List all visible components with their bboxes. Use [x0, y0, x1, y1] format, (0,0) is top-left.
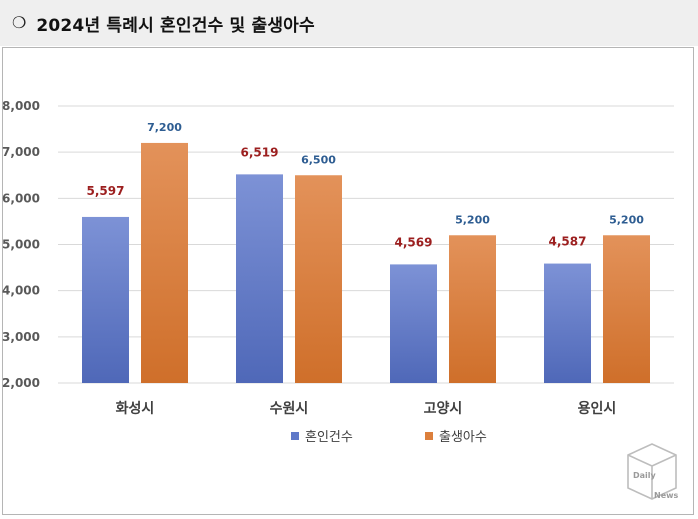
y-tick-label: 7,000 — [2, 145, 40, 159]
bar-birth — [603, 235, 650, 383]
x-category-label: 화성시 — [116, 401, 155, 417]
y-tick-label: 5,000 — [2, 238, 40, 252]
page-title: 2024년 특례시 혼인건수 및 출생아수 — [36, 15, 315, 36]
watermark-text-1: Daily — [633, 471, 657, 480]
watermark-text-2: News — [654, 491, 679, 500]
legend-swatch-marriage — [291, 432, 299, 440]
legend-swatch-birth — [425, 432, 433, 440]
bullet-icon: ❍ — [12, 13, 27, 32]
x-category-label: 수원시 — [270, 401, 309, 417]
data-labels: 5,597 7,200 6,519 6,500 4,569 5,200 4,587 5,200 — [87, 121, 645, 249]
data-label-birth: 7,200 — [147, 121, 182, 134]
data-label-birth: 5,200 — [455, 213, 490, 226]
y-axis-ticks: 2,000 3,000 4,000 5,000 6,000 7,000 8,000 — [2, 99, 40, 390]
bar-marriage — [236, 174, 283, 383]
legend-label-marriage: 혼인건수 — [305, 430, 353, 445]
bars — [82, 142, 650, 383]
x-axis-categories: 화성시 수원시 고양시 용인시 — [116, 400, 617, 417]
watermark-logo: Daily News — [627, 443, 679, 500]
data-label-marriage: 6,519 — [241, 145, 279, 159]
y-tick-label: 2,000 — [2, 376, 40, 390]
bar-birth — [141, 142, 188, 383]
y-tick-label: 3,000 — [2, 330, 40, 344]
legend-label-birth: 출생아수 — [439, 430, 487, 445]
bar-marriage — [82, 216, 129, 383]
bar-birth — [449, 235, 496, 383]
data-label-birth: 6,500 — [301, 153, 336, 166]
y-tick-label: 8,000 — [2, 99, 40, 113]
x-category-label: 고양시 — [424, 401, 463, 417]
bar-marriage — [544, 263, 591, 383]
header-bar: ❍ 2024년 특례시 혼인건수 및 출생아수 — [0, 0, 698, 46]
data-label-birth: 5,200 — [609, 213, 644, 226]
bar-birth — [295, 175, 342, 383]
data-label-marriage: 5,597 — [87, 184, 125, 198]
bar-marriage — [390, 264, 437, 383]
y-tick-label: 6,000 — [2, 191, 40, 205]
data-label-marriage: 4,569 — [395, 235, 433, 249]
x-category-label: 용인시 — [578, 400, 617, 417]
y-tick-label: 4,000 — [2, 284, 40, 298]
legend: 혼인건수 출생아수 — [291, 430, 487, 445]
data-label-marriage: 4,587 — [549, 235, 587, 249]
